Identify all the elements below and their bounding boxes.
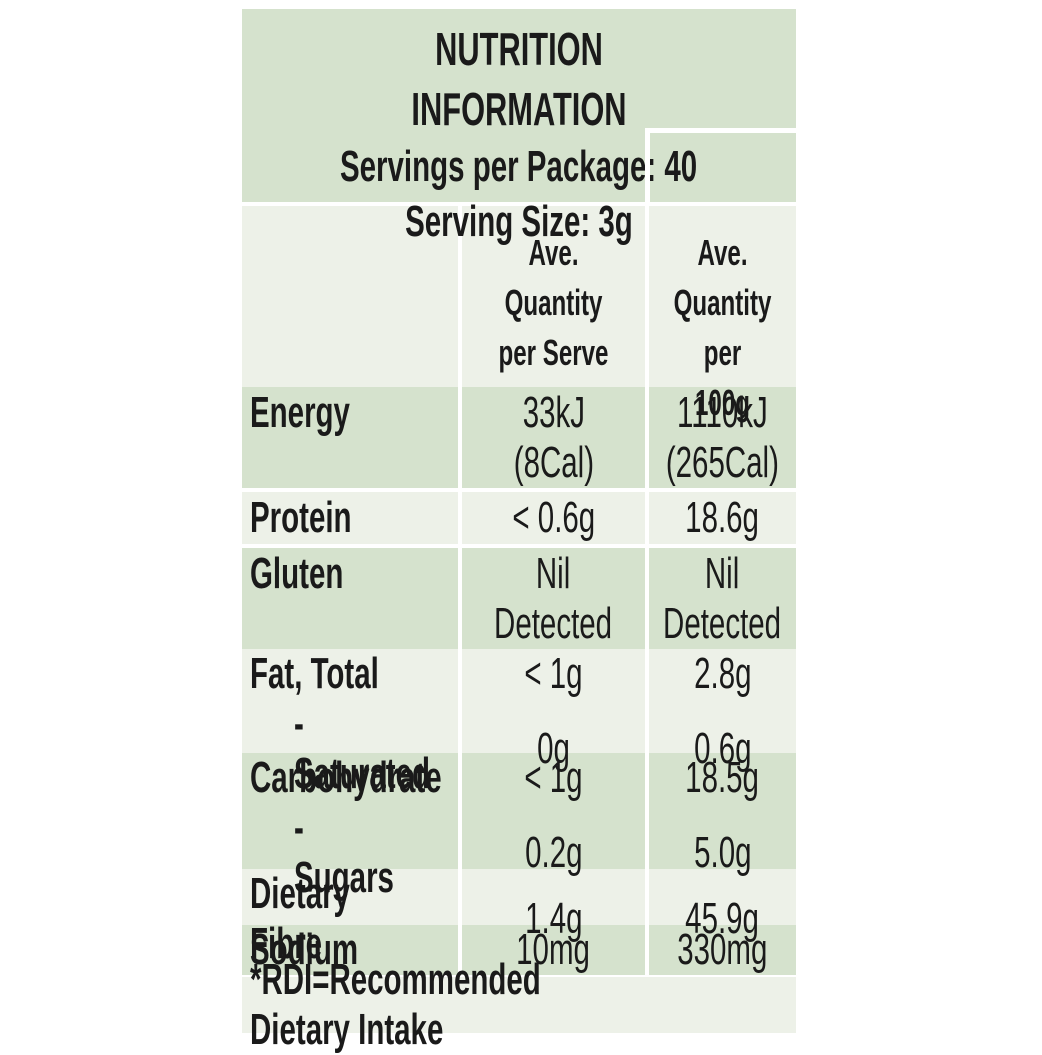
row-label: Energy xyxy=(242,387,458,488)
servings-per-package-text: Servings per Package: 40 xyxy=(340,142,698,191)
value-per-100g: 2.8g xyxy=(649,649,796,699)
header-cell-divider-horizontal xyxy=(645,128,796,133)
row-label-saturated: - Saturated xyxy=(242,699,458,799)
row-label: Fat, Total xyxy=(242,649,458,699)
row-label: Sodium xyxy=(242,925,458,975)
row-label: Gluten xyxy=(242,548,458,649)
row-group-fat: Fat, Total < 1g 2.8g - Saturated 0g 0.6g xyxy=(242,649,796,799)
row-gluten: Gluten Nil Detected Nil Detected xyxy=(242,548,796,649)
row-label: Carbohydrate xyxy=(242,753,458,803)
row-group-carbohydrate: Carbohydrate < 1g 18.5g - Sugars 0.2g 5.… xyxy=(242,753,796,903)
serving-size-text: Serving Size: 3g xyxy=(405,197,633,246)
value-per-100g: 18.6g xyxy=(649,492,796,544)
value-per-serve: 10mg xyxy=(462,925,645,975)
value-per-serve: < 1g xyxy=(462,649,645,699)
value-per-100g: Nil Detected xyxy=(649,548,796,649)
row-energy: Energy 33kJ (8Cal) 1110kJ (265Cal) xyxy=(242,387,796,488)
rdi-footnote-text: *RDI=Recommended Dietary Intake xyxy=(250,955,541,1054)
row-sodium: Sodium 10mg 330mg xyxy=(242,925,796,975)
value-per-serve: Nil Detected xyxy=(462,548,645,649)
row-label: Protein xyxy=(242,492,458,544)
value-per-100g: 1110kJ (265Cal) xyxy=(649,387,796,488)
header-cell-divider-vertical xyxy=(645,128,650,202)
row-protein: Protein < 0.6g 18.6g xyxy=(242,492,796,544)
panel-title-text: NUTRITION INFORMATION xyxy=(411,23,627,135)
value-per-100g: 330mg xyxy=(649,925,796,975)
column-header-per-100g: Ave. Quantity per 100g xyxy=(649,206,796,428)
panel-header: NUTRITION INFORMATION Servings per Packa… xyxy=(242,9,796,246)
value-per-100g: 18.5g xyxy=(649,753,796,803)
nutrition-panel: NUTRITION INFORMATION Servings per Packa… xyxy=(242,9,796,1054)
value-per-serve: < 1g xyxy=(462,753,645,803)
rdi-footnote: *RDI=Recommended Dietary Intake xyxy=(242,955,796,1054)
value-per-serve: < 0.6g xyxy=(462,492,645,544)
serving-size: Serving Size: 3g xyxy=(242,194,796,249)
servings-per-package: Servings per Package: 40 xyxy=(242,139,796,194)
panel-title: NUTRITION INFORMATION xyxy=(242,19,796,139)
value-per-serve: 33kJ (8Cal) xyxy=(462,387,645,488)
